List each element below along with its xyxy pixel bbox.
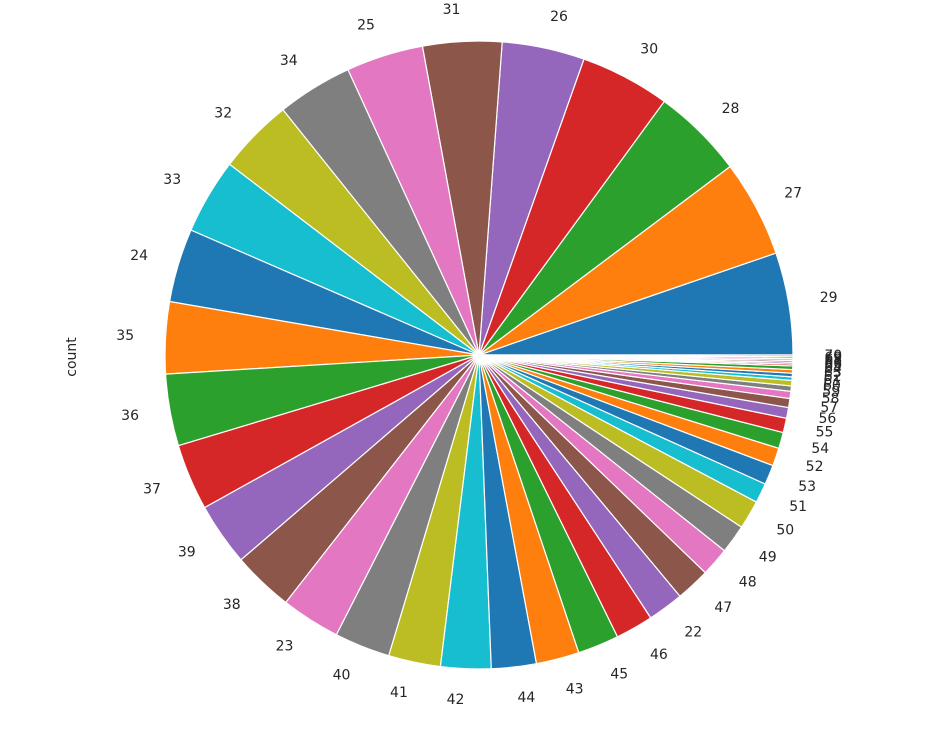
wedge-label: 63 — [824, 365, 842, 381]
wedge-label: 49 — [759, 550, 777, 566]
wedge-label: 35 — [116, 328, 134, 344]
wedge-label: 47 — [714, 600, 732, 616]
wedge-label: 29 — [820, 290, 838, 306]
wedge-label: 50 — [776, 523, 794, 539]
wedge-label: 65 — [824, 358, 842, 374]
wedge-label: 68 — [824, 352, 842, 368]
wedge-label: 43 — [566, 681, 584, 697]
wedge-label: 54 — [811, 441, 829, 457]
wedge-label: 44 — [517, 690, 535, 706]
wedge-label: 58 — [822, 391, 840, 407]
wedge-label: 53 — [798, 479, 816, 495]
wedge-label: 41 — [390, 685, 408, 701]
wedge-label: 32 — [214, 105, 232, 121]
wedge-label: 48 — [739, 575, 757, 591]
wedge-label: 52 — [806, 459, 824, 475]
wedge-label: 26 — [550, 9, 568, 25]
wedge-label: 61 — [823, 373, 841, 389]
wedge-label: 59 — [822, 384, 840, 400]
wedge-label: 33 — [163, 172, 181, 188]
wedge-label: 51 — [789, 499, 807, 515]
wedge-label: 22 — [684, 625, 702, 641]
wedge-label: 70 — [824, 348, 842, 364]
wedge-label: 31 — [443, 2, 461, 18]
wedge-label: 24 — [130, 248, 148, 264]
wedge-label: 30 — [640, 42, 658, 58]
wedge-label: 64 — [824, 361, 842, 377]
wedge-label: 45 — [610, 666, 628, 682]
wedge-label: 23 — [276, 638, 294, 654]
wedge-label: 55 — [816, 424, 834, 440]
wedge-label: 28 — [722, 101, 740, 117]
wedge-label: 66 — [824, 356, 842, 372]
wedge-label: 34 — [280, 53, 298, 69]
pie-wedge — [478, 354, 794, 358]
wedge-label: 36 — [121, 408, 139, 424]
y-axis-label: count — [64, 337, 80, 377]
wedge-label: 38 — [223, 597, 241, 613]
wedge-label: 46 — [650, 647, 668, 663]
wedge-label: 57 — [820, 400, 838, 416]
wedge-label: 69 — [824, 350, 842, 366]
wedge-label: 62 — [824, 369, 842, 385]
wedge-label: 42 — [447, 692, 465, 708]
wedge-label: 60 — [823, 378, 841, 394]
wedge-label: 27 — [784, 185, 802, 201]
wedge-label: 39 — [178, 545, 196, 561]
wedge-label: 56 — [818, 411, 836, 427]
wedge-label: 37 — [143, 482, 161, 498]
wedge-label: 67 — [824, 354, 842, 370]
wedge-label: 40 — [333, 668, 351, 684]
wedge-label: 25 — [357, 18, 375, 34]
